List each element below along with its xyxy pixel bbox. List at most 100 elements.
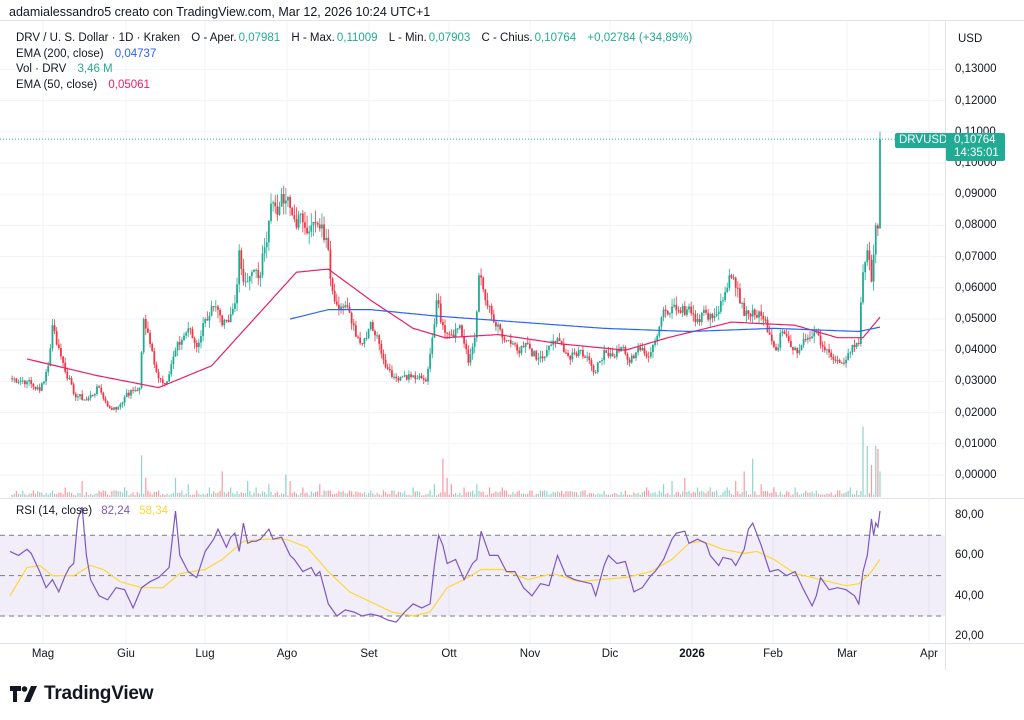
candle-body: [408, 374, 410, 380]
candle-body: [200, 336, 202, 343]
ema50-value: 0,05061: [108, 78, 150, 91]
candle-body: [30, 380, 33, 384]
volume-bar: [399, 492, 402, 497]
volume-bar: [240, 492, 242, 497]
candle-body: [499, 324, 502, 330]
volume-bar: [342, 490, 344, 497]
volume-bar: [849, 487, 851, 497]
candle-body: [743, 302, 746, 316]
volume-bar: [654, 492, 656, 497]
candle-body: [469, 354, 472, 363]
volume-bar: [244, 493, 247, 497]
volume-bar: [635, 493, 637, 497]
ema200-line: [289, 309, 881, 333]
currency-unit-button[interactable]: USD: [958, 33, 983, 45]
candle-body: [843, 362, 845, 364]
candle-body: [611, 353, 614, 357]
symbol-label[interactable]: DRV / U. S. Dollar · 1D · Kraken: [16, 32, 181, 44]
volume-bar: [682, 491, 684, 497]
price-tick-label: 0,04000: [955, 344, 997, 357]
volume-bar: [102, 490, 104, 497]
ema50-row[interactable]: EMA (50, close) 0,05061: [16, 78, 692, 94]
volume-bar: [699, 491, 701, 497]
ema200-row[interactable]: EMA (200, close) 0,04737: [16, 47, 692, 63]
volume-bar: [81, 481, 83, 497]
volume-bar: [531, 490, 533, 497]
volume-bar: [181, 490, 183, 497]
volume-bar: [123, 487, 126, 497]
candle-body: [314, 222, 317, 224]
candle-body: [609, 353, 612, 357]
volume-bar: [58, 492, 60, 497]
volume-bar: [325, 491, 327, 497]
volume-bar: [22, 490, 24, 497]
volume-bar: [401, 493, 404, 497]
volume-bar: [826, 493, 828, 497]
volume-bar: [879, 471, 881, 497]
volume-bar: [213, 491, 215, 497]
rsi-legend[interactable]: RSI (14, close) 82,24 58,34: [16, 505, 168, 517]
volume-bar: [223, 491, 225, 497]
volume-bar: [435, 495, 438, 497]
candle-body: [433, 324, 436, 338]
volume-bar: [463, 487, 465, 497]
candle-body: [212, 306, 215, 308]
ohlc-row: DRV / U. S. Dollar · 1D · Kraken O - Ape…: [16, 31, 692, 47]
candle-body: [764, 319, 767, 321]
candle-body: [775, 346, 777, 351]
candle-body: [312, 222, 315, 226]
candle-body: [318, 224, 321, 229]
candle-body: [123, 397, 126, 403]
candle-body: [662, 309, 665, 318]
candle-body: [246, 281, 249, 283]
candle-body: [562, 343, 565, 353]
volume-bar: [537, 493, 539, 497]
candle-body: [244, 281, 247, 283]
time-tick-label: Feb: [763, 648, 783, 660]
volume-bar: [762, 491, 764, 497]
candle-body: [89, 394, 92, 398]
volume-bar: [264, 491, 266, 497]
candle-body: [556, 338, 559, 343]
candle-body: [259, 275, 262, 279]
volume-bar: [781, 494, 783, 497]
candle-body: [876, 225, 879, 229]
volume-bar: [183, 494, 185, 497]
volume-bar: [391, 490, 393, 497]
candle-body: [802, 339, 805, 345]
candle-body: [34, 386, 37, 390]
volume-bar: [111, 491, 113, 497]
volume-bar: [819, 494, 822, 497]
volume-bar: [601, 494, 603, 497]
volume-bar: [312, 493, 315, 497]
candle-body: [492, 314, 495, 323]
candle-body: [72, 384, 75, 394]
volume-bar: [639, 494, 641, 497]
candle-body: [189, 328, 192, 330]
volume-row[interactable]: Vol · DRV 3,46 M: [16, 62, 692, 78]
candle-body: [864, 262, 867, 273]
volume-bar: [157, 490, 160, 497]
time-tick-label: Giu: [117, 648, 135, 660]
time-tick-label: Apr: [920, 648, 938, 660]
volume-bar: [87, 494, 90, 497]
candle-body: [151, 343, 154, 352]
candle-body: [104, 398, 107, 402]
volume-bar: [98, 490, 100, 497]
candle-body: [567, 353, 569, 356]
candle-body: [172, 356, 175, 365]
candle-body: [834, 359, 837, 361]
price-tick-label: 0,00000: [955, 469, 997, 481]
volume-bar: [24, 494, 26, 497]
volume-bar: [813, 493, 815, 497]
tradingview-logo[interactable]: TradingView: [10, 683, 154, 705]
candle-body: [840, 362, 843, 364]
candle-body: [236, 284, 238, 304]
candle-body: [806, 337, 809, 340]
candle-body: [832, 356, 835, 360]
candle-body: [206, 319, 209, 321]
volume-bar: [331, 494, 334, 497]
volume-bar: [853, 494, 856, 497]
volume-bar: [558, 492, 561, 497]
